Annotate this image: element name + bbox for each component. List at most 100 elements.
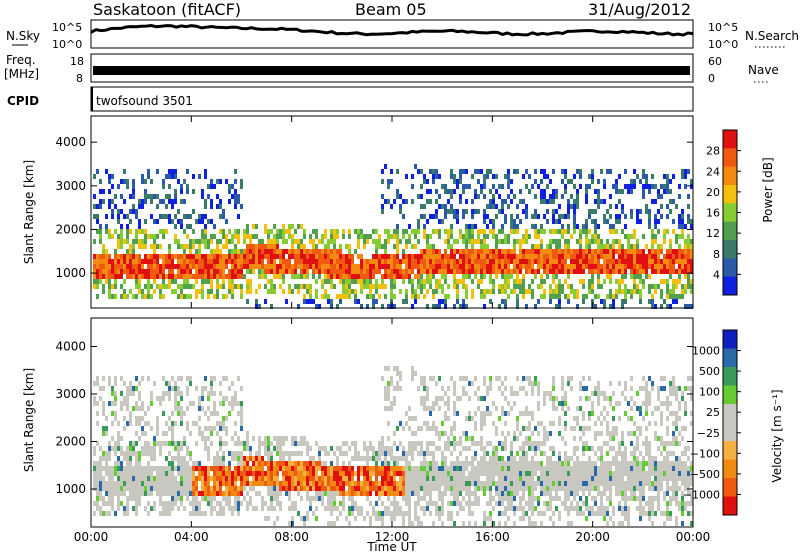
range-cell [681,209,684,214]
range-cell [273,264,276,269]
range-cell [633,284,636,289]
range-cell [267,446,270,451]
range-cell [132,496,135,501]
range-cell [513,506,516,511]
range-cell [225,441,228,446]
range-cell [300,476,303,481]
range-cell [459,169,462,174]
range-cell [159,446,162,451]
range-cell [444,446,447,451]
range-cell [372,294,375,299]
range-cell [507,431,510,436]
range-cell [198,416,201,421]
range-cell [648,184,651,189]
colorbar-segment [723,167,737,186]
range-cell [213,294,216,299]
range-cell [435,446,438,451]
range-cell [351,476,354,481]
range-cell [315,269,318,274]
range-cell [168,264,171,269]
range-cell [105,264,108,269]
range-cell [687,244,690,249]
range-cell [543,249,546,254]
range-cell [654,284,657,289]
range-cell [609,269,612,274]
range-cell [372,229,375,234]
range-cell [267,289,270,294]
range-cell [435,174,438,179]
range-cell [354,481,357,486]
range-cell [99,279,102,284]
range-cell [189,239,192,244]
range-cell [153,446,156,451]
range-cell [468,224,471,229]
range-cell [531,461,534,466]
range-cell [396,269,399,274]
range-cell [597,234,600,239]
range-cell [348,486,351,491]
range-cell [315,486,318,491]
range-cell [534,466,537,471]
noise-trace [91,26,693,36]
range-cell [99,189,102,194]
range-cell [660,259,663,264]
range-cell [396,471,399,476]
range-cell [153,249,156,254]
range-cell [240,254,243,259]
range-cell [573,219,576,224]
range-cell [174,491,177,496]
range-cell [273,249,276,254]
range-cell [549,244,552,249]
range-cell [438,264,441,269]
range-cell [357,254,360,259]
range-cell [96,506,99,511]
range-cell [387,506,390,511]
range-cell [144,269,147,274]
range-cell [111,506,114,511]
range-cell [672,259,675,264]
range-cell [534,426,537,431]
range-cell [513,219,516,224]
range-cell [666,249,669,254]
range-cell [516,294,519,299]
range-cell [279,506,282,511]
range-cell [192,496,195,501]
y-tick-label: 4000 [55,135,86,149]
range-cell [564,456,567,461]
range-cell [471,214,474,219]
range-cell [99,386,102,391]
range-cell [378,234,381,239]
range-cell [162,471,165,476]
range-cell [228,229,231,234]
range-cell [402,249,405,254]
range-cell [408,274,411,279]
range-cell [570,521,573,526]
range-cell [138,381,141,386]
range-cell [336,516,339,521]
range-cell [393,516,396,521]
range-cell [345,254,348,259]
range-cell [393,496,396,501]
range-cell [204,199,207,204]
range-cell [411,521,414,526]
range-cell [441,219,444,224]
range-cell [549,289,552,294]
range-cell [273,436,276,441]
range-cell [483,381,486,386]
range-cell [264,274,267,279]
range-cell [111,284,114,289]
range-cell [402,481,405,486]
range-cell [147,421,150,426]
range-cell [204,471,207,476]
range-cell [552,476,555,481]
range-cell [468,184,471,189]
range-cell [207,184,210,189]
range-cell [546,391,549,396]
range-cell [261,239,264,244]
range-cell [135,274,138,279]
range-cell [93,254,96,259]
range-cell [519,259,522,264]
range-cell [201,491,204,496]
range-cell [300,466,303,471]
range-cell [114,254,117,259]
